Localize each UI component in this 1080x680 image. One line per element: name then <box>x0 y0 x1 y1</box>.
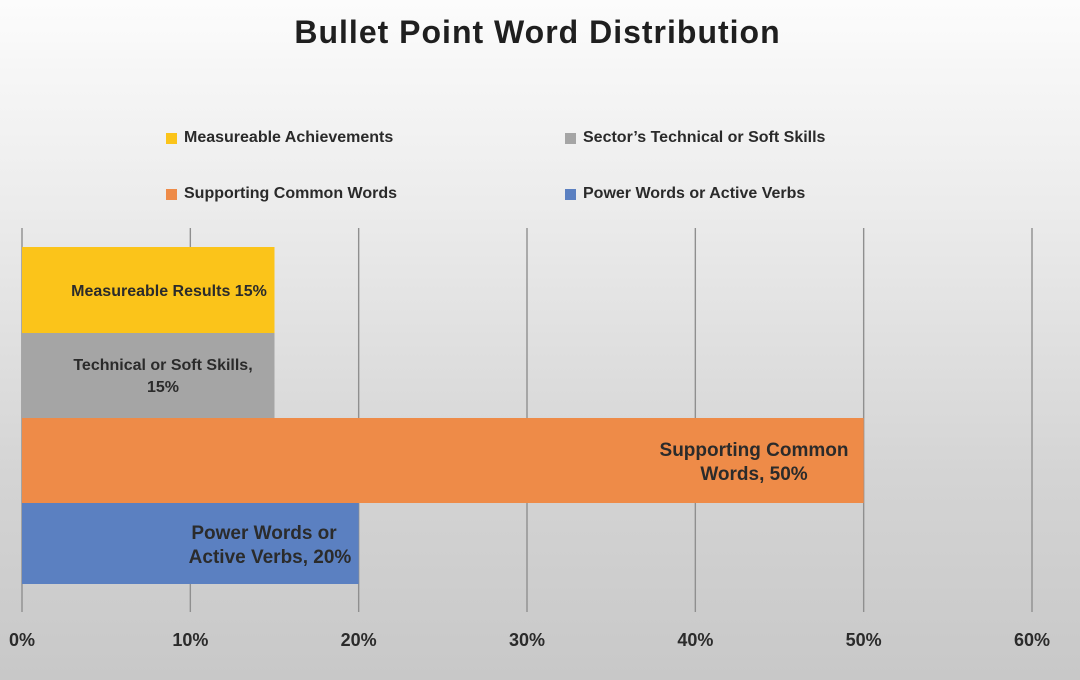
x-tick-label-3: 30% <box>509 630 545 650</box>
data-label-1-1: 15% <box>147 379 179 396</box>
x-tick-label-4: 40% <box>677 630 713 650</box>
bar-1 <box>22 333 275 418</box>
data-label-2-0: Supporting Common <box>660 440 849 461</box>
data-label-3-0: Power Words or <box>191 523 337 544</box>
x-tick-label-2: 20% <box>341 630 377 650</box>
data-label-2-1: Words, 50% <box>700 464 807 485</box>
x-tick-label-6: 60% <box>1014 630 1050 650</box>
data-label-1-0: Technical or Soft Skills, <box>73 357 252 374</box>
x-tick-label-0: 0% <box>9 630 35 650</box>
data-label-3-1: Active Verbs, 20% <box>189 547 352 568</box>
x-tick-label-1: 10% <box>172 630 208 650</box>
data-label-0-0: Measureable Results 15% <box>71 283 267 300</box>
x-tick-label-5: 50% <box>846 630 882 650</box>
